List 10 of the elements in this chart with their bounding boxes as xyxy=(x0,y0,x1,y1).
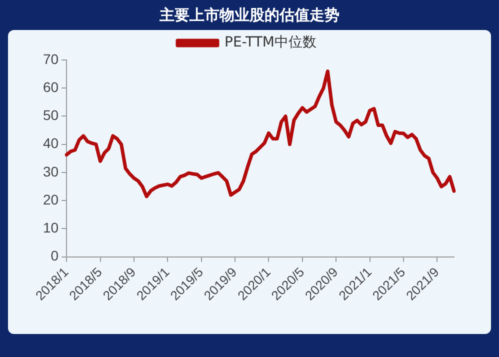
y-tick-label: 10 xyxy=(42,220,59,236)
chart-title: 主要上市物业股的估值走势 xyxy=(158,6,340,25)
y-tick-label: 40 xyxy=(42,135,59,152)
y-tick-label: 70 xyxy=(42,50,59,67)
legend-label: PE-TTM中位数 xyxy=(224,34,317,51)
y-tick-label: 0 xyxy=(50,248,59,264)
y-tick-label: 50 xyxy=(42,107,59,124)
y-tick-label: 60 xyxy=(42,78,59,95)
y-tick-label: 20 xyxy=(42,191,59,208)
y-tick-label: 30 xyxy=(42,163,59,180)
